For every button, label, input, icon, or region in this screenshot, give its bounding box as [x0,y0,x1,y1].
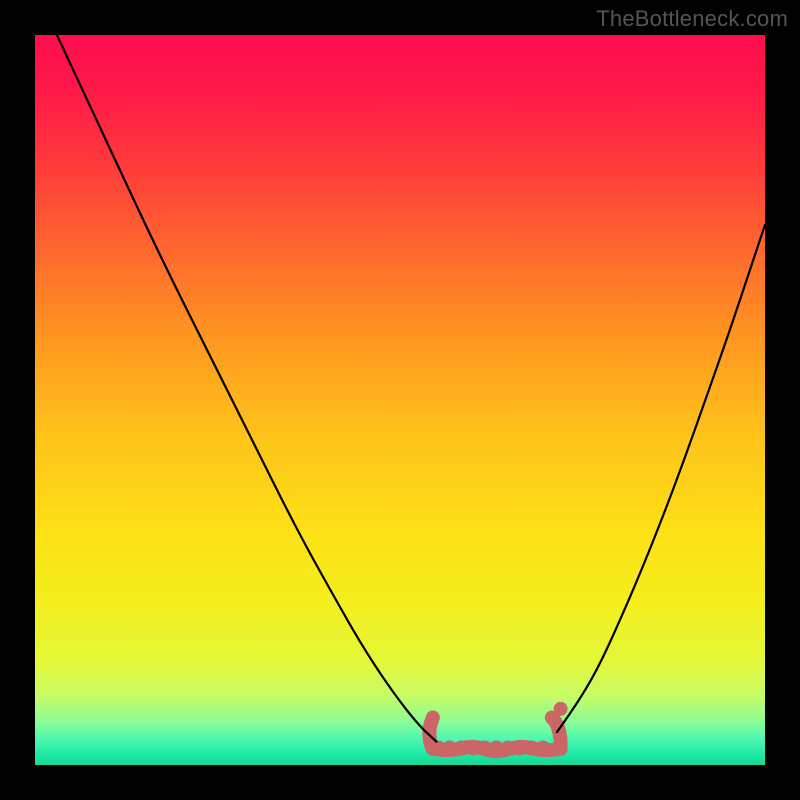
watermark-text: TheBottleneck.com [596,6,788,32]
plot-area [35,35,765,765]
gradient-background [35,35,765,765]
band-dot [536,740,551,755]
chart-frame: TheBottleneck.com [0,0,800,800]
band-end-dot [554,702,568,716]
chart-svg [35,35,765,765]
